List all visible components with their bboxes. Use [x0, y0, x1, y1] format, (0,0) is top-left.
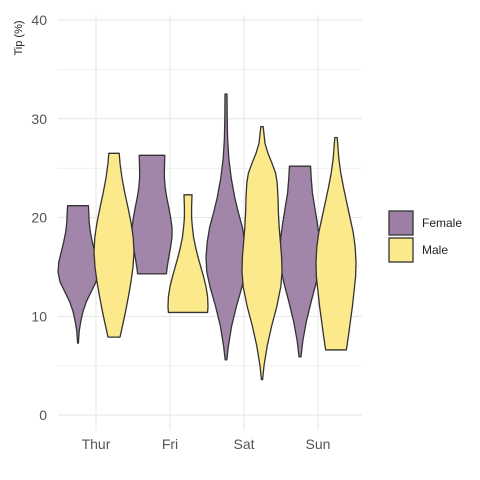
x-tick-label: Sun: [306, 436, 331, 452]
violin-female-sat: [205, 93, 247, 361]
legend-swatch-male: [388, 237, 414, 263]
violin-male-sat: [241, 126, 283, 381]
legend-label-female: Female: [422, 216, 462, 230]
violins: [57, 93, 357, 381]
y-tick-label: 10: [31, 308, 47, 324]
violin-male-sun: [315, 136, 357, 351]
legend-swatch-female: [388, 210, 414, 236]
y-axis-title: Tip (%): [13, 20, 25, 55]
y-axis-ticks: 0 10 20 30 40: [31, 12, 47, 423]
violin-female-fri: [131, 154, 173, 275]
x-tick-label: Thur: [82, 436, 111, 452]
y-tick-label: 40: [31, 12, 47, 28]
legend: Female Male: [388, 210, 462, 263]
y-tick-label: 20: [31, 210, 47, 226]
y-tick-label: 0: [39, 407, 47, 423]
x-tick-label: Fri: [162, 436, 178, 452]
violin-male-thur: [93, 152, 135, 338]
legend-label-male: Male: [422, 243, 448, 257]
violin-female-thur: [57, 205, 99, 344]
violin-male-fri: [167, 194, 209, 314]
x-axis-ticks: Thur Fri Sat Sun: [82, 436, 331, 452]
x-tick-label: Sat: [233, 436, 254, 452]
y-tick-label: 30: [31, 111, 47, 127]
violin-female-sun: [279, 165, 321, 358]
